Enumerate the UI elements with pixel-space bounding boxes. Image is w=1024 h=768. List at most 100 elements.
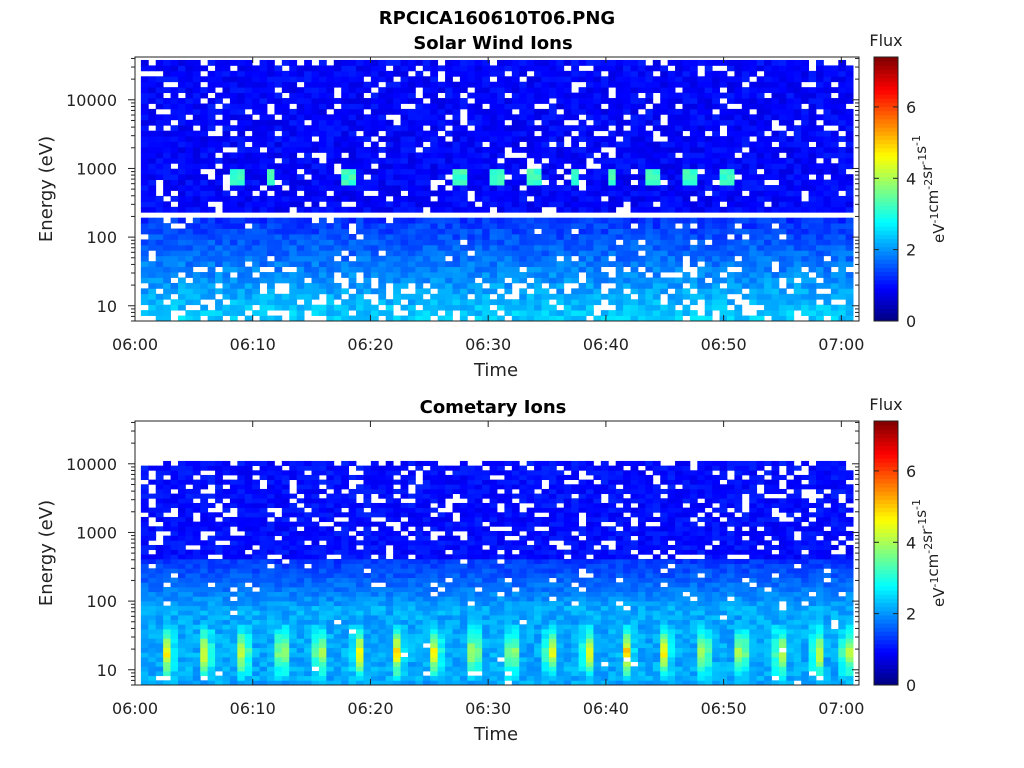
heatmap-cell (140, 65, 149, 72)
heatmap-cell (519, 179, 528, 186)
heatmap-cell (749, 168, 758, 175)
heatmap-cell (267, 179, 275, 186)
heatmap-cell (445, 266, 453, 273)
heatmap-cell (816, 201, 824, 208)
heatmap-cell (356, 299, 364, 306)
heatmap-cell (682, 272, 691, 278)
heatmap-cell (749, 244, 758, 251)
heatmap-cell (808, 223, 817, 229)
heatmap-cell (719, 146, 728, 153)
heatmap-cell (845, 70, 854, 77)
heatmap-cell (541, 288, 550, 295)
heatmap-cell (704, 233, 713, 240)
heatmap-cell (786, 108, 795, 115)
heatmap-cell (385, 136, 394, 142)
heatmap-cell (786, 315, 795, 322)
heatmap-cell (400, 185, 409, 191)
heatmap-cell (749, 179, 758, 186)
heatmap-cell (326, 152, 335, 159)
heatmap-cell (734, 217, 743, 224)
heatmap-cell (704, 114, 713, 121)
heatmap-cell (378, 59, 387, 66)
heatmap-cell (489, 266, 498, 273)
heatmap-cell (511, 114, 520, 121)
heatmap-cell (267, 76, 275, 83)
heatmap-cell (326, 174, 335, 181)
heatmap-cell (571, 201, 580, 208)
heatmap-cell (675, 282, 683, 289)
heatmap-cell (756, 288, 765, 295)
heatmap-cell (192, 250, 201, 257)
heatmap-cell (207, 512, 216, 518)
heatmap-cell (467, 70, 476, 77)
heatmap-cell (571, 206, 580, 213)
heatmap-cell (140, 255, 149, 262)
heatmap-cell (600, 59, 609, 66)
heatmap-cell (140, 152, 149, 159)
heatmap-cell (801, 185, 809, 191)
heatmap-cell (267, 315, 275, 322)
heatmap-cell (823, 293, 832, 300)
heatmap-cell (200, 614, 209, 621)
heatmap-cell (778, 190, 787, 197)
heatmap-cell (823, 239, 832, 246)
heatmap-cell (764, 98, 772, 104)
heatmap-cell (734, 250, 743, 257)
heatmap-cell (734, 185, 743, 191)
colorbar-step (874, 312, 898, 318)
heatmap-cell (192, 530, 201, 537)
heatmap-cell (148, 168, 157, 175)
heatmap-cell (578, 87, 587, 94)
heatmap-cell (281, 304, 290, 311)
heatmap-cell (393, 98, 401, 104)
heatmap-cell (237, 255, 246, 262)
heatmap-cell (304, 87, 312, 94)
heatmap-cell (682, 114, 691, 121)
heatmap-cell (615, 179, 624, 186)
heatmap-cell (192, 310, 201, 316)
heatmap-cell (200, 201, 209, 208)
heatmap-cell (348, 70, 357, 77)
heatmap-cell (192, 652, 201, 658)
heatmap-cell (163, 282, 171, 289)
heatmap-cell (163, 656, 171, 663)
heatmap-cell (430, 114, 439, 121)
heatmap-cell (838, 272, 847, 278)
heatmap-cell (370, 206, 379, 213)
heatmap-cell (370, 92, 379, 99)
heatmap-cell (385, 70, 394, 77)
heatmap-cell (155, 266, 164, 273)
heatmap-cell (838, 206, 847, 213)
heatmap-cell (771, 244, 780, 251)
heatmap-cell (459, 146, 468, 153)
heatmap-cell (259, 586, 268, 593)
heatmap-cell (163, 288, 171, 295)
heatmap-cell (593, 146, 602, 153)
heatmap-cell (504, 288, 513, 295)
heatmap-cell (192, 671, 201, 677)
heatmap-cell (356, 255, 364, 262)
heatmap-cell (600, 141, 609, 148)
heatmap-cell (608, 65, 617, 72)
heatmap-cell (207, 661, 216, 667)
heatmap-cell (838, 87, 847, 94)
heatmap-cell (793, 152, 802, 159)
heatmap-cell (148, 526, 157, 532)
heatmap-cell (140, 223, 149, 229)
heatmap-cell (281, 642, 290, 649)
heatmap-cell (244, 87, 253, 94)
heatmap-cell (459, 130, 468, 137)
heatmap-cell (586, 185, 594, 191)
heatmap-cell (237, 591, 246, 597)
heatmap-cell (771, 250, 780, 257)
heatmap-cell (734, 228, 743, 235)
heatmap-cell (741, 130, 750, 137)
heatmap-cell (682, 119, 691, 126)
heatmap-cell (497, 266, 505, 273)
heatmap-cell (281, 130, 290, 137)
heatmap-cell (430, 255, 439, 262)
heatmap-cell (608, 293, 617, 300)
heatmap-cell (675, 206, 683, 213)
heatmap-cell (252, 554, 260, 560)
heatmap-cell (215, 185, 223, 191)
